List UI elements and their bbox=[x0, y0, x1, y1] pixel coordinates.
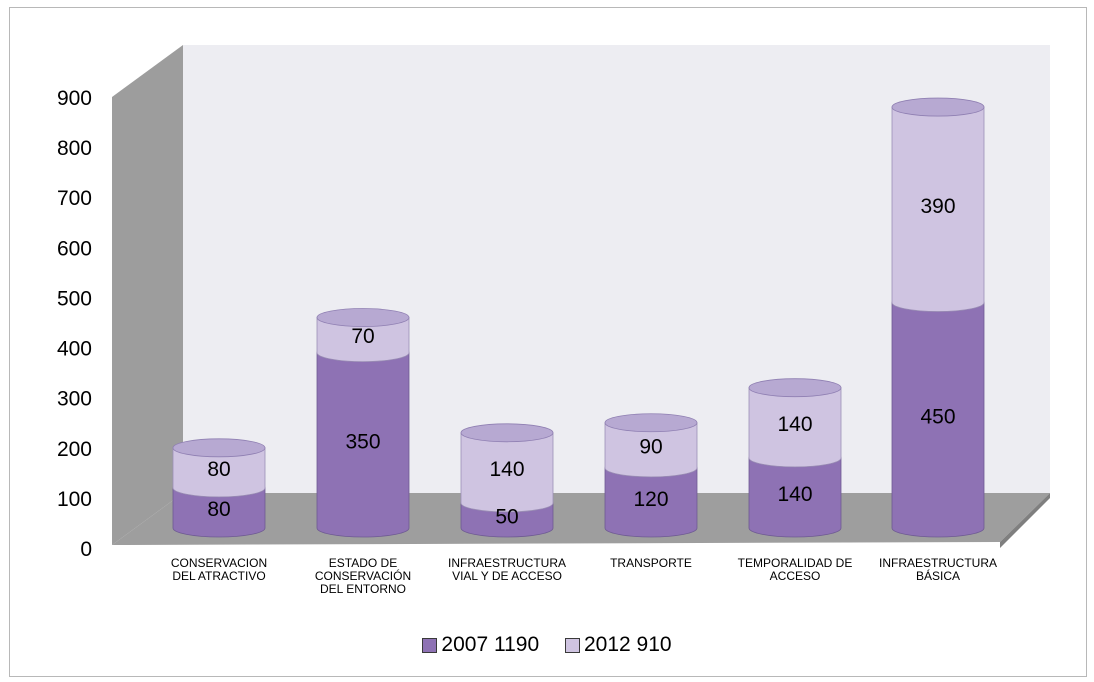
legend-item-2007: 2007 1190 bbox=[422, 633, 539, 657]
x-tick-label: TEMPORALIDAD DE ACCESO bbox=[737, 556, 853, 583]
data-label-2012: 140 bbox=[777, 413, 812, 436]
bar-2012 bbox=[891, 106, 985, 312]
data-label-2007: 450 bbox=[920, 405, 955, 428]
y-tick-label: 600 bbox=[57, 237, 92, 260]
bar-2012-top bbox=[316, 308, 410, 327]
bar-2012 bbox=[172, 447, 266, 498]
bar-2012-top bbox=[172, 438, 266, 458]
x-tick-label: INFRAESTRUCTURA VIAL Y DE ACCESO bbox=[447, 556, 566, 583]
bar-2007 bbox=[748, 457, 842, 538]
y-tick-label: 700 bbox=[57, 187, 92, 210]
y-tick-label: 400 bbox=[57, 338, 92, 361]
data-label-2012: 90 bbox=[639, 435, 662, 458]
chart-floor-edge bbox=[1000, 493, 1050, 548]
bar-2012-top bbox=[460, 423, 554, 443]
bar-2012 bbox=[316, 317, 410, 363]
chart-side-wall bbox=[112, 45, 183, 545]
bar-2007 bbox=[891, 302, 985, 538]
bar-2012 bbox=[604, 422, 698, 478]
legend: 2007 1190 2012 910 bbox=[0, 633, 1094, 659]
bar-group bbox=[172, 438, 266, 538]
bar-group bbox=[748, 378, 842, 538]
bar-group bbox=[891, 97, 985, 538]
x-tick-label: INFRAESTRUCTURA BÁSICA bbox=[878, 556, 997, 583]
bar-2012-top bbox=[748, 378, 842, 398]
x-tick-label: ESTADO DE CONSERVACIÓN DEL ENTORNO bbox=[314, 556, 412, 596]
bar-2012-top bbox=[604, 413, 698, 433]
y-tick-label: 100 bbox=[57, 488, 92, 511]
bar-group bbox=[460, 423, 554, 538]
legend-item-2012: 2012 910 bbox=[564, 633, 672, 657]
bar-2007 bbox=[172, 487, 266, 538]
y-tick-label: 300 bbox=[57, 388, 92, 411]
legend-label-2007: 2007 1190 bbox=[441, 633, 540, 656]
x-tick-label: TRANSPORTE bbox=[610, 556, 692, 570]
data-label-2007: 80 bbox=[207, 498, 230, 521]
y-tick-label: 800 bbox=[57, 137, 92, 160]
bar-2012 bbox=[460, 432, 554, 513]
y-tick-label: 0 bbox=[80, 538, 92, 561]
legend-swatch-2007 bbox=[422, 637, 438, 653]
bar-2012-top bbox=[891, 97, 985, 117]
y-tick-label: 200 bbox=[57, 438, 92, 461]
bar-group bbox=[316, 308, 410, 538]
data-labels: 80 80 350 70 50 140 120 90 140 140 450 390 bbox=[207, 195, 955, 529]
data-label-2007: 50 bbox=[495, 505, 518, 528]
bar-2007 bbox=[460, 502, 554, 538]
bar-2007 bbox=[316, 352, 410, 538]
data-label-2012: 80 bbox=[207, 458, 230, 481]
legend-swatch-2012 bbox=[564, 637, 580, 653]
data-label-2007: 140 bbox=[777, 483, 812, 506]
bar-2012 bbox=[748, 387, 842, 468]
legend-label-2012: 2012 910 bbox=[583, 633, 672, 656]
y-tick-label: 900 bbox=[57, 87, 92, 110]
data-label-2007: 350 bbox=[345, 430, 380, 453]
bar-group bbox=[604, 413, 698, 538]
bars bbox=[172, 97, 985, 538]
bar-2007 bbox=[604, 467, 698, 538]
data-label-2012: 390 bbox=[920, 195, 955, 218]
data-label-2012: 70 bbox=[351, 325, 374, 348]
data-label-2012: 140 bbox=[489, 458, 524, 481]
y-axis: 0 100 200 300 400 500 600 700 800 900 bbox=[57, 87, 92, 561]
x-tick-label: CONSERVACION DEL ATRACTIVO bbox=[170, 556, 268, 583]
data-label-2007: 120 bbox=[633, 488, 668, 511]
y-tick-label: 500 bbox=[57, 287, 92, 310]
